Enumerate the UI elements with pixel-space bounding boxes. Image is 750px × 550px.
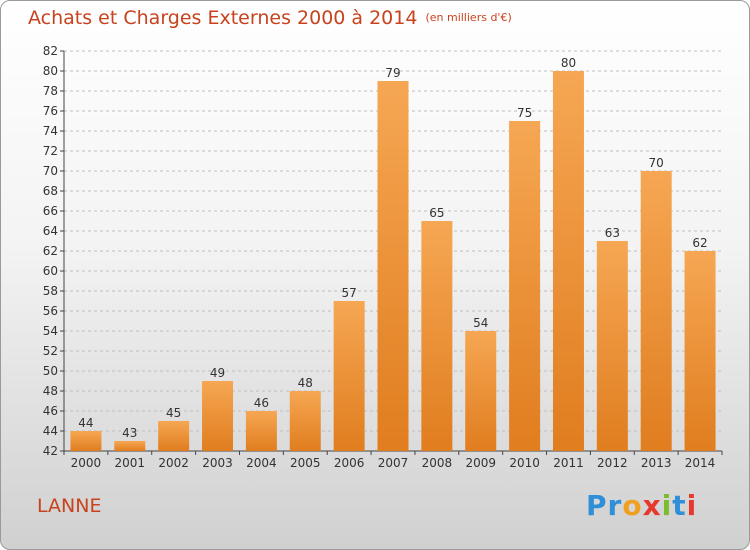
x-tick-label: 2002 <box>158 456 189 470</box>
bar-2014 <box>684 251 716 451</box>
x-tick-label: 2000 <box>71 456 102 470</box>
data-label: 79 <box>385 66 400 80</box>
logo-letter: i <box>661 489 673 522</box>
y-tick-label: 74 <box>43 124 58 138</box>
y-tick-label: 56 <box>43 304 58 318</box>
y-tick-label: 44 <box>43 424 58 438</box>
y-tick-label: 78 <box>43 84 58 98</box>
data-label: 54 <box>473 316 488 330</box>
y-tick-label: 76 <box>43 104 58 118</box>
x-tick-label: 2005 <box>290 456 321 470</box>
logo-letter: x <box>642 489 662 522</box>
title-text: Achats et Charges Externes 2000 à 2014 <box>28 7 418 29</box>
data-label: 80 <box>561 56 576 70</box>
x-tick-label: 2006 <box>334 456 365 470</box>
bar-2013 <box>640 171 672 451</box>
bar-2009 <box>465 331 497 451</box>
data-label: 49 <box>210 366 225 380</box>
data-label: 62 <box>692 236 707 250</box>
data-label: 45 <box>166 406 181 420</box>
bar-2006 <box>333 301 365 451</box>
x-tick-label: 2014 <box>685 456 716 470</box>
x-tick-label: 2009 <box>465 456 496 470</box>
data-label: 48 <box>298 376 313 390</box>
x-tick-label: 2010 <box>509 456 540 470</box>
data-label: 43 <box>122 426 137 440</box>
x-tick-label: 2011 <box>553 456 584 470</box>
data-label: 75 <box>517 106 532 120</box>
y-tick-label: 82 <box>43 44 58 58</box>
data-label: 65 <box>429 206 444 220</box>
x-tick-label: 2007 <box>378 456 409 470</box>
bar-2003 <box>202 381 234 451</box>
bar-2007 <box>377 81 409 451</box>
bar-2012 <box>596 241 628 451</box>
y-tick-label: 68 <box>43 184 58 198</box>
y-tick-label: 72 <box>43 144 58 158</box>
y-tick-label: 54 <box>43 324 58 338</box>
bar-2010 <box>509 121 541 451</box>
x-tick-label: 2001 <box>115 456 146 470</box>
data-label: 63 <box>605 226 620 240</box>
bar-2005 <box>289 391 321 451</box>
y-tick-label: 48 <box>43 384 58 398</box>
data-label: 70 <box>649 156 664 170</box>
y-tick-label: 58 <box>43 284 58 298</box>
y-tick-label: 42 <box>43 444 58 458</box>
unit-note: (en milliers d'€) <box>425 11 512 24</box>
logo-letter: r <box>607 489 623 522</box>
bar-2002 <box>158 421 190 451</box>
y-tick-label: 66 <box>43 204 58 218</box>
y-tick-label: 50 <box>43 364 58 378</box>
data-label: 44 <box>78 416 93 430</box>
bar-2004 <box>245 411 277 451</box>
y-tick-label: 52 <box>43 344 58 358</box>
x-tick-label: 2008 <box>422 456 453 470</box>
bar-2001 <box>114 441 146 451</box>
y-tick-label: 64 <box>43 224 58 238</box>
data-label: 57 <box>341 286 356 300</box>
y-tick-label: 60 <box>43 264 58 278</box>
logo-letter: t <box>672 489 687 522</box>
bar-2011 <box>552 71 584 451</box>
y-tick-label: 80 <box>43 64 58 78</box>
proxiti-logo: Proxiti <box>586 489 697 522</box>
y-tick-label: 70 <box>43 164 58 178</box>
x-tick-label: 2012 <box>597 456 628 470</box>
x-tick-label: 2013 <box>641 456 672 470</box>
x-tick-label: 2003 <box>202 456 233 470</box>
bar-2008 <box>421 221 453 451</box>
bar-2000 <box>70 431 102 451</box>
logo-letter: P <box>586 489 608 522</box>
logo-letter: o <box>622 489 643 522</box>
y-tick-label: 46 <box>43 404 58 418</box>
city-label: LANNE <box>37 495 102 517</box>
chart-title: Achats et Charges Externes 2000 à 2014 (e… <box>28 7 512 29</box>
x-tick-label: 2004 <box>246 456 277 470</box>
logo-letter: i <box>686 489 698 522</box>
y-tick-label: 62 <box>43 244 58 258</box>
data-label: 46 <box>254 396 269 410</box>
